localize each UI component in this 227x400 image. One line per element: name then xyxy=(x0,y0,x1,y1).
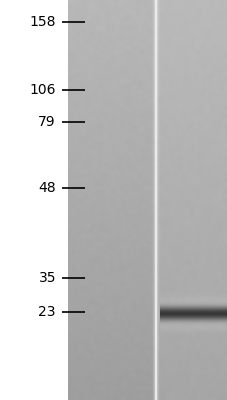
Text: 48: 48 xyxy=(38,181,56,195)
Text: 158: 158 xyxy=(29,15,56,29)
Text: 79: 79 xyxy=(38,115,56,129)
Text: 35: 35 xyxy=(38,271,56,285)
Text: 106: 106 xyxy=(29,83,56,97)
Text: 23: 23 xyxy=(38,305,56,319)
